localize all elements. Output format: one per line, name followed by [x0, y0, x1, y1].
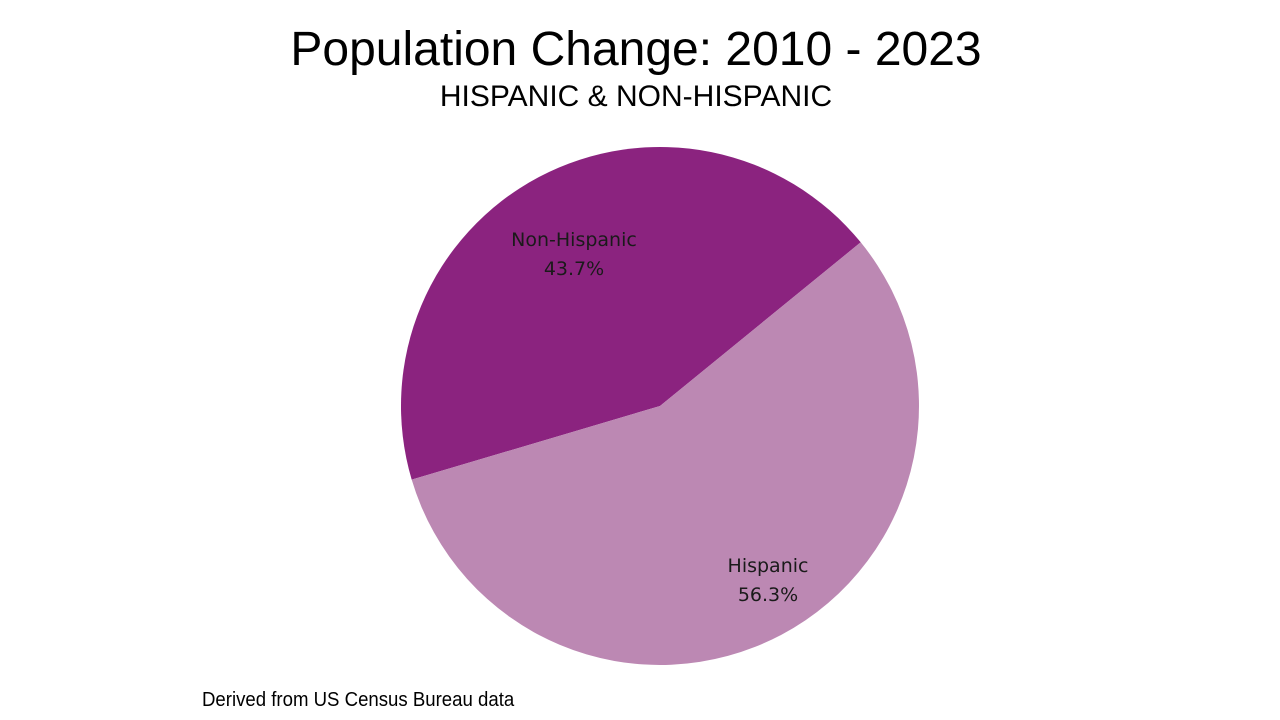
- slice-value-non-hispanic: 43.7%: [544, 258, 604, 280]
- chart-subtitle: HISPANIC & NON-HISPANIC: [439, 80, 833, 113]
- slice-label-hispanic: Hispanic: [728, 555, 809, 577]
- slice-value-hispanic: 56.3%: [738, 584, 798, 606]
- source-note: Derived from US Census Bureau data: [202, 689, 515, 711]
- chart-title: Population Change: 2010 - 2023: [290, 23, 982, 76]
- pie-slice-non-hispanic: [400, 146, 861, 480]
- pie-slice-hispanic: [411, 242, 919, 665]
- slice-label-non-hispanic: Non-Hispanic: [511, 229, 637, 251]
